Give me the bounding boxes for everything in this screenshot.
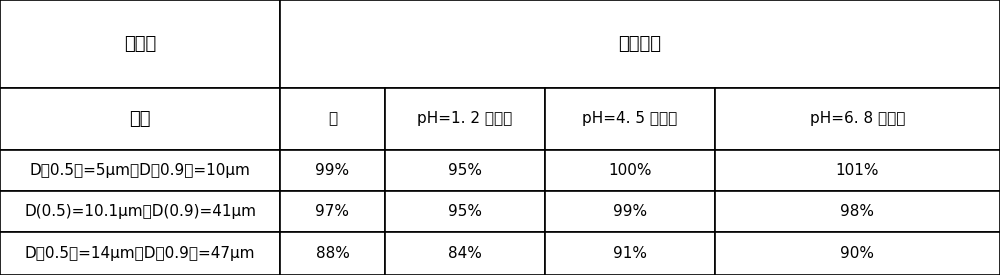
- Text: 84%: 84%: [448, 246, 482, 261]
- Bar: [280, 232, 385, 275]
- Bar: [545, 191, 715, 232]
- Text: 粒度: 粒度: [129, 110, 151, 128]
- Bar: [715, 150, 1000, 191]
- Text: pH=6. 8 缓冲液: pH=6. 8 缓冲液: [810, 111, 905, 127]
- Bar: [545, 150, 715, 191]
- Bar: [715, 88, 1000, 150]
- Bar: [385, 88, 545, 150]
- Text: 95%: 95%: [448, 163, 482, 178]
- Text: 101%: 101%: [836, 163, 879, 178]
- Bar: [0, 232, 280, 275]
- Text: 99%: 99%: [613, 204, 647, 219]
- Text: 91%: 91%: [613, 246, 647, 261]
- Bar: [545, 88, 715, 150]
- Text: 90%: 90%: [840, 246, 874, 261]
- Bar: [715, 191, 1000, 232]
- Bar: [0, 88, 280, 150]
- Bar: [0, 0, 280, 88]
- Bar: [385, 191, 545, 232]
- Text: 溶出介质: 溶出介质: [618, 35, 662, 53]
- Text: pH=4. 5 缓冲液: pH=4. 5 缓冲液: [582, 111, 678, 127]
- Bar: [280, 150, 385, 191]
- Bar: [545, 232, 715, 275]
- Bar: [0, 150, 280, 191]
- Bar: [280, 0, 1000, 88]
- Text: D(0.5)=10.1μm，D(0.9)=41μm: D(0.5)=10.1μm，D(0.9)=41μm: [24, 204, 256, 219]
- Text: 95%: 95%: [448, 204, 482, 219]
- Text: 88%: 88%: [316, 246, 349, 261]
- Text: 99%: 99%: [315, 163, 350, 178]
- Text: 水: 水: [328, 111, 337, 127]
- Text: D（0.5）=14μm，D（0.9）=47μm: D（0.5）=14μm，D（0.9）=47μm: [25, 246, 255, 261]
- Text: 97%: 97%: [316, 204, 350, 219]
- Text: 98%: 98%: [840, 204, 874, 219]
- Text: D（0.5）=5μm，D（0.9）=10μm: D（0.5）=5μm，D（0.9）=10μm: [30, 163, 250, 178]
- Bar: [715, 232, 1000, 275]
- Text: 100%: 100%: [608, 163, 652, 178]
- Text: pH=1. 2 缓冲液: pH=1. 2 缓冲液: [417, 111, 513, 127]
- Bar: [385, 232, 545, 275]
- Bar: [280, 88, 385, 150]
- Bar: [385, 150, 545, 191]
- Bar: [0, 191, 280, 232]
- Text: 原料药: 原料药: [124, 35, 156, 53]
- Bar: [280, 191, 385, 232]
